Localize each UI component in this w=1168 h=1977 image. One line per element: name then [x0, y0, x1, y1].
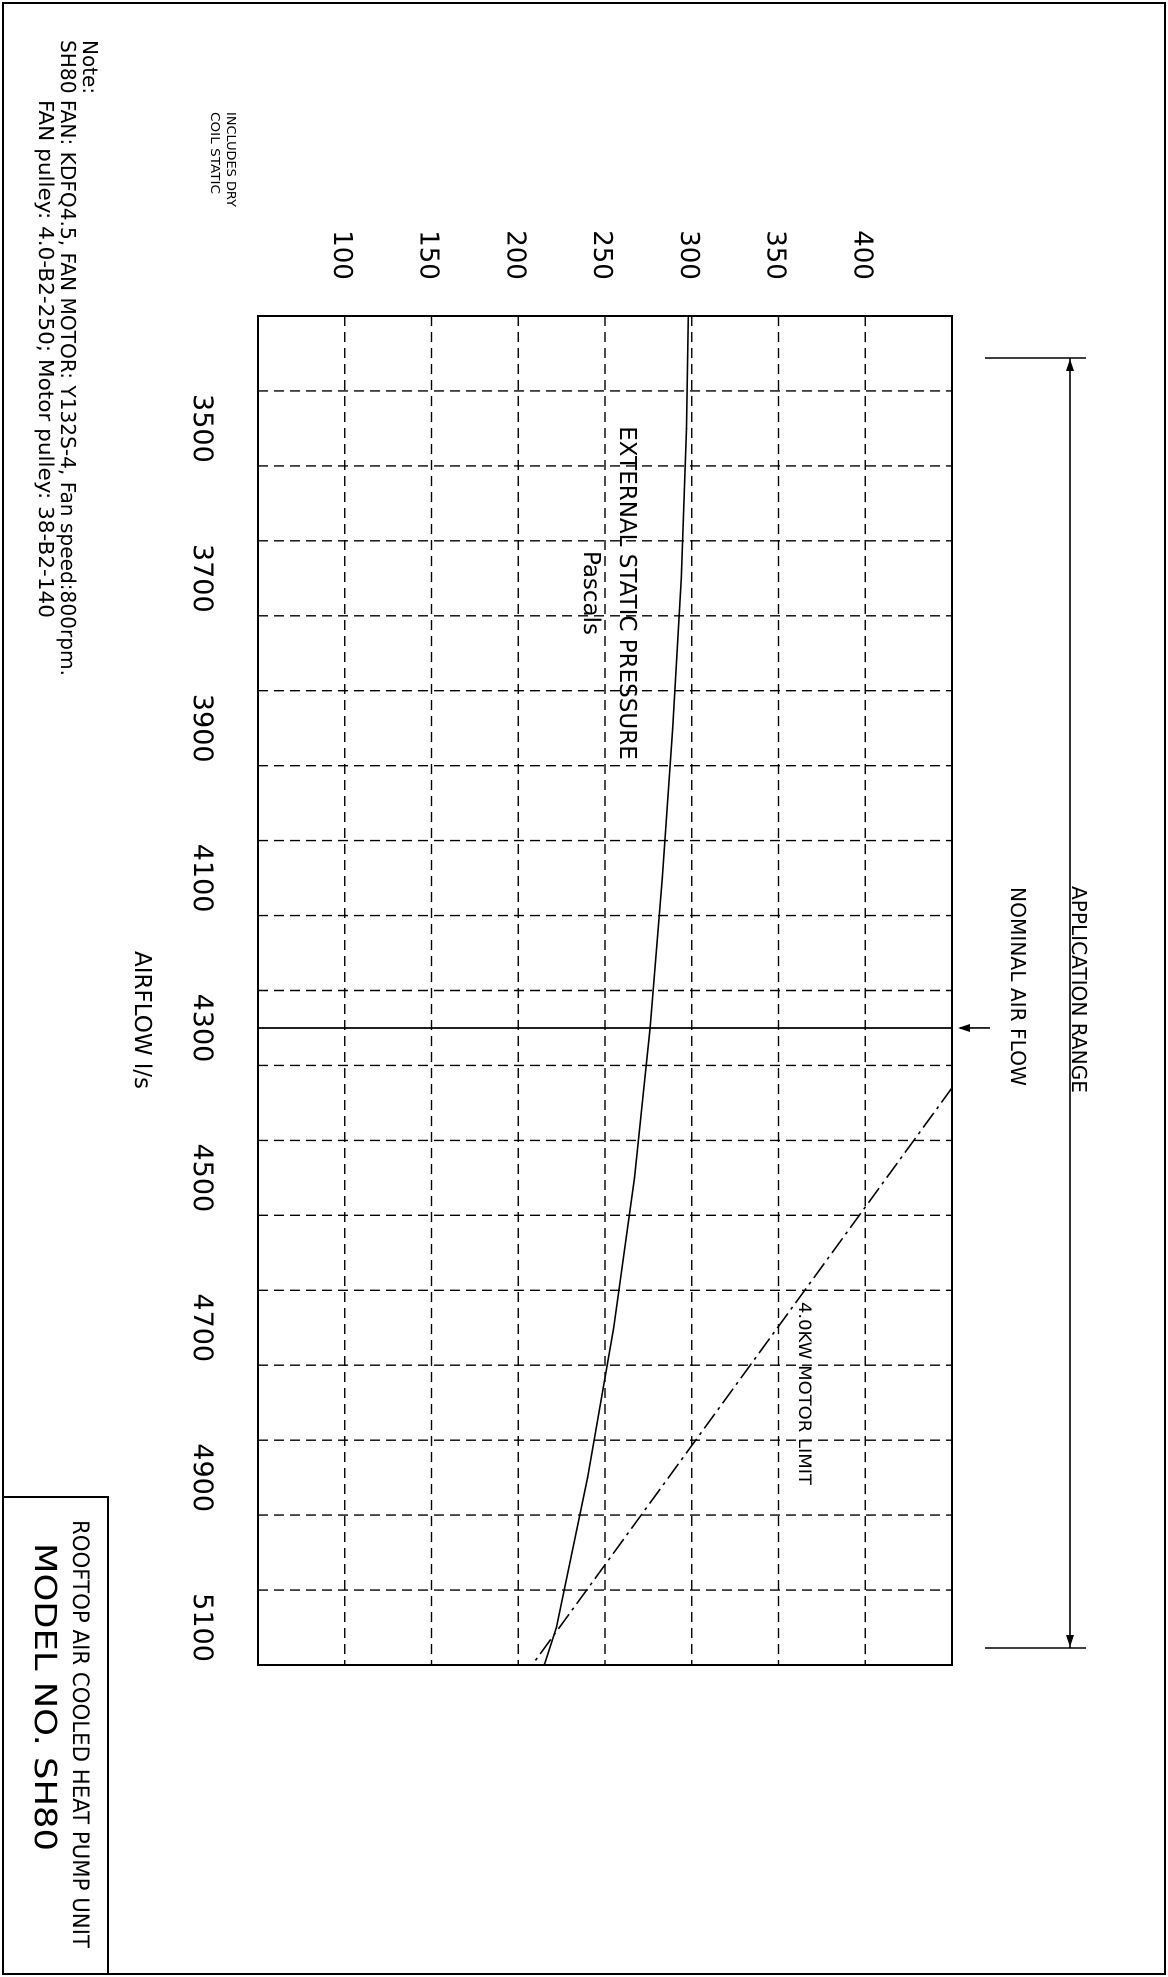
y-tick-group-200: 200 — [500, 230, 530, 280]
y-tick-group-350: 350 — [761, 230, 791, 280]
application-range-arrow-bottom — [1066, 1635, 1074, 1647]
y-tick-group-100: 100 — [327, 230, 357, 280]
title-block-border — [3, 1496, 109, 1974]
dry-coil-note: INCLUDES DRY COIL STATIC — [208, 112, 238, 208]
x-tick-group-4500: 4500 — [187, 1144, 218, 1213]
note-heading: Note: — [78, 40, 102, 94]
x-tick-label: 4300 — [187, 994, 218, 1063]
series-point-fan-curve — [680, 577, 683, 580]
nominal-air-flow-text: NOMINAL AIR FLOW — [1006, 887, 1030, 1086]
y-tick-label: 100 — [327, 230, 357, 280]
series-line-motor-limit — [531, 1087, 953, 1666]
note-line-1: SH80 FAN: KDFQ4.5, FAN MOTOR: Y132S-4, F… — [56, 40, 80, 676]
note-text: Note: SH80 FAN: KDFQ4.5, FAN MOTOR: Y132… — [34, 40, 102, 676]
x-tick-label: 4700 — [187, 1293, 218, 1362]
motor-limit-label-text: 4.0KW MOTOR LIMIT — [794, 1302, 814, 1486]
series-point-fan-curve — [555, 1626, 558, 1629]
plot-frame — [257, 315, 953, 1666]
series-point-fan-curve — [661, 877, 664, 879]
x-tick-label: 5100 — [187, 1593, 218, 1662]
x-tick-group-3500: 3500 — [187, 394, 218, 463]
application-range-dimension — [985, 357, 1086, 1649]
title-block-line-1: ROOFTOP AIR COOLED HEAT PUMP UNIT — [67, 1520, 92, 1949]
y-tick-group-400: 400 — [847, 230, 877, 280]
title-block: ROOFTOP AIR COOLED HEAT PUMP UNIT MODEL … — [27, 1520, 92, 1949]
x-tick-group-4100: 4100 — [187, 844, 218, 913]
y-axis-title: EXTERNAL STATIC PRESSURE Pascals — [578, 426, 640, 759]
y-tick-group-150: 150 — [414, 230, 444, 280]
series-point-fan-curve — [612, 1326, 615, 1329]
grid-lines — [258, 316, 952, 1665]
y-tick-group-250: 250 — [587, 230, 617, 280]
series-point-fan-curve — [633, 1177, 636, 1179]
x-tick-group-4700: 4700 — [187, 1293, 218, 1362]
y-tick-label: 400 — [847, 230, 877, 280]
x-tick-label: 4900 — [187, 1443, 218, 1512]
y-tick-label: 250 — [587, 230, 617, 280]
nominal-air-flow-marker — [258, 1023, 990, 1032]
application-range-label: APPLICATION RANGE — [1067, 886, 1091, 1093]
series-point-motor-limit — [951, 1087, 953, 1089]
x-axis-title: AIRFLOW l/s — [129, 951, 155, 1089]
series-point-fan-curve — [671, 727, 674, 729]
y-tick-label: 200 — [500, 230, 530, 280]
note-line-2: FAN pulley: 4.0-B2-250; Motor pulley: 38… — [34, 100, 58, 618]
series-point-fan-curve — [586, 1476, 589, 1479]
series-point-motor-limit — [531, 1664, 533, 1666]
x-tick-group-3700: 3700 — [187, 544, 218, 613]
tick-labels: 100 150 200 250 300 350 400 3500 3700 3900 4100 430… — [187, 230, 877, 1662]
x-tick-group-5100: 5100 — [187, 1593, 218, 1662]
y-tick-group-300: 300 — [674, 230, 704, 280]
dry-coil-note-line-2: COIL STATIC — [208, 112, 222, 194]
x-tick-label: 3900 — [187, 694, 218, 763]
y-axis-label: EXTERNAL STATIC PRESSURE — [614, 426, 640, 759]
x-tick-group-3900: 3900 — [187, 694, 218, 763]
application-range-text: APPLICATION RANGE — [1067, 886, 1091, 1093]
series-point-fan-curve — [685, 427, 688, 430]
x-tick-label: 4100 — [187, 844, 218, 913]
x-tick-label: 3500 — [187, 394, 218, 463]
y-tick-label: 350 — [761, 230, 791, 280]
x-axis-label: AIRFLOW l/s — [129, 951, 155, 1089]
x-tick-label: 3700 — [187, 544, 218, 613]
application-range-arrow-top — [1066, 359, 1074, 371]
nominal-arrow-head — [958, 1023, 970, 1032]
y-tick-label: 300 — [674, 230, 704, 280]
y-tick-label: 150 — [414, 230, 444, 280]
title-block-line-2: MODEL NO. SH80 — [27, 1543, 62, 1851]
series-point-fan-curve — [687, 315, 690, 317]
x-tick-group-4900: 4900 — [187, 1443, 218, 1512]
nominal-air-flow-label: NOMINAL AIR FLOW — [1006, 887, 1030, 1086]
motor-limit-label: 4.0KW MOTOR LIMIT — [794, 1302, 814, 1486]
x-tick-group-4300: 4300 — [187, 994, 218, 1063]
y-axis-unit: Pascals — [578, 551, 604, 635]
x-tick-label: 4500 — [187, 1144, 218, 1213]
series-point-fan-curve — [543, 1664, 546, 1666]
dry-coil-note-line-1: INCLUDES DRY — [224, 112, 238, 208]
